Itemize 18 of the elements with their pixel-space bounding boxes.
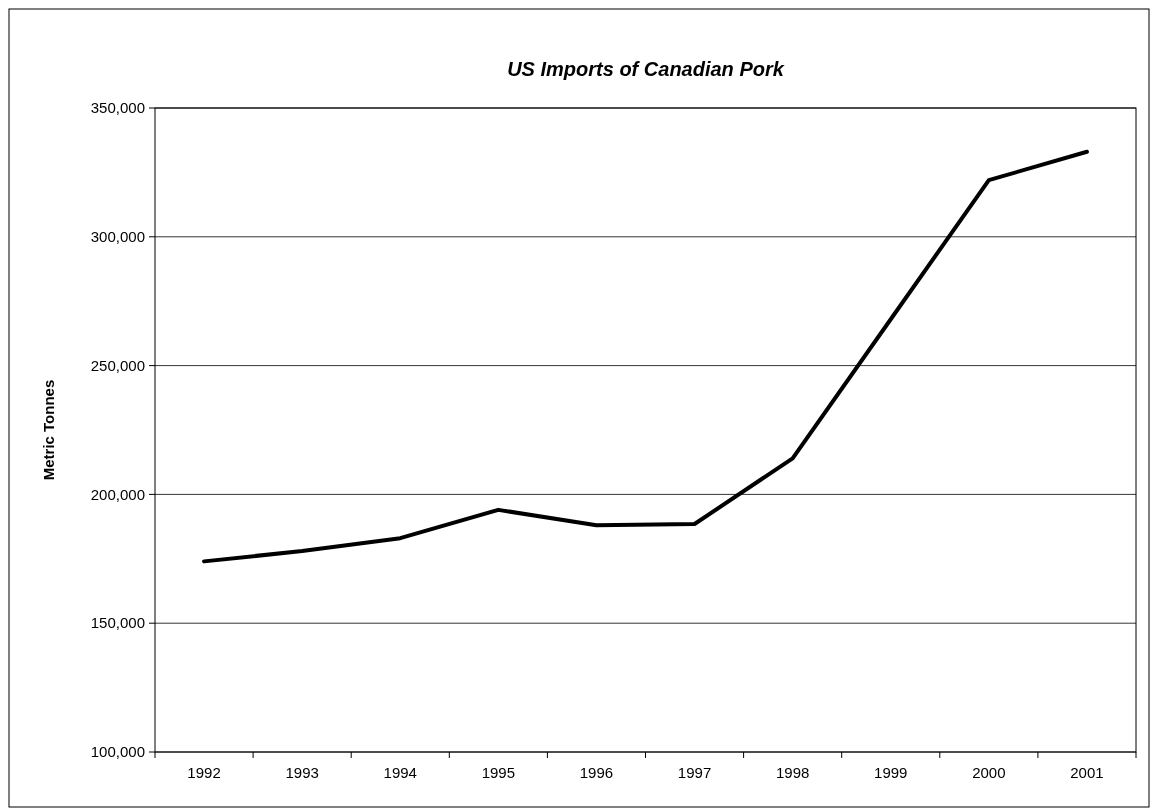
- y-tick-label: 350,000: [90, 99, 145, 117]
- y-tick-label: 200,000: [90, 485, 145, 503]
- x-tick-label: 1996: [579, 764, 614, 781]
- x-tick-label: 2001: [1070, 764, 1104, 781]
- chart-title: US Imports of Canadian Pork: [507, 58, 785, 80]
- x-tick-label: 1995: [481, 764, 516, 781]
- y-tick-label: 300,000: [90, 228, 145, 246]
- y-tick-label: 100,000: [90, 743, 145, 761]
- x-tick-label: 1998: [775, 764, 810, 781]
- y-tick-label: 250,000: [90, 356, 145, 374]
- y-tick-label: 150,000: [90, 614, 145, 632]
- y-axis-title: Metric Tonnes: [40, 379, 57, 481]
- x-tick-label: 1992: [187, 764, 221, 781]
- x-tick-label: 1997: [677, 764, 712, 781]
- x-tick-label: 2000: [972, 764, 1006, 781]
- x-tick-label: 1999: [874, 764, 908, 781]
- x-tick-label: 1994: [383, 764, 417, 781]
- x-tick-label: 1993: [285, 764, 319, 781]
